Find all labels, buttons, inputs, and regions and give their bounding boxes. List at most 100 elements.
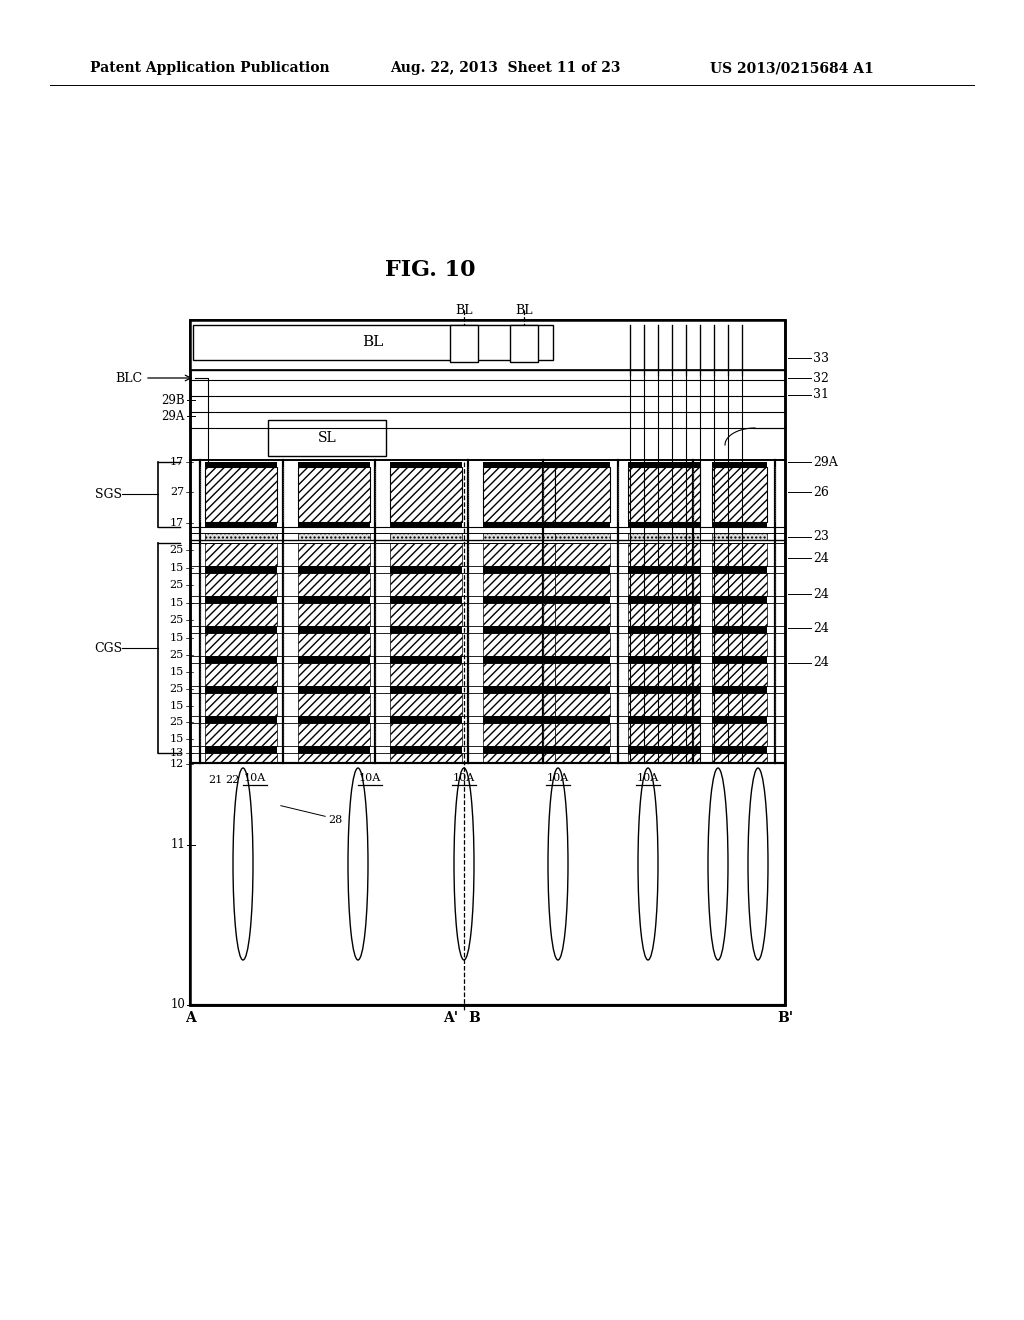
Bar — [390, 723, 462, 746]
Bar — [390, 746, 462, 752]
Bar — [483, 521, 555, 527]
Bar — [298, 752, 370, 763]
Text: BL: BL — [362, 335, 384, 348]
Text: 10A: 10A — [453, 774, 475, 783]
Bar — [390, 462, 462, 467]
Text: 25: 25 — [170, 684, 184, 694]
Bar — [205, 723, 278, 746]
Bar — [712, 752, 767, 763]
Bar — [205, 566, 278, 573]
Bar — [483, 566, 555, 573]
Text: B: B — [468, 1011, 480, 1026]
Bar — [483, 656, 555, 663]
Bar — [298, 686, 370, 693]
Bar — [190, 319, 785, 1005]
Bar — [628, 752, 700, 763]
Bar — [205, 533, 278, 540]
Bar — [298, 467, 370, 521]
Bar — [628, 656, 700, 663]
Text: 33: 33 — [813, 351, 829, 364]
Bar — [628, 634, 700, 656]
Text: 24: 24 — [813, 587, 828, 601]
Bar — [628, 603, 700, 626]
Bar — [628, 715, 700, 723]
Bar — [712, 656, 767, 663]
Text: 29A: 29A — [813, 455, 838, 469]
Text: US 2013/0215684 A1: US 2013/0215684 A1 — [710, 61, 873, 75]
Bar — [205, 752, 278, 763]
Bar — [298, 634, 370, 656]
Bar — [193, 325, 553, 360]
Bar — [298, 597, 370, 603]
Bar — [712, 746, 767, 752]
Bar — [712, 543, 767, 566]
Bar — [555, 626, 610, 634]
Bar — [628, 462, 700, 467]
Text: 25: 25 — [170, 717, 184, 727]
Bar — [390, 603, 462, 626]
Bar — [555, 686, 610, 693]
Text: 25: 25 — [170, 649, 184, 660]
Text: A': A' — [442, 1011, 458, 1026]
Text: 15: 15 — [170, 734, 184, 744]
Bar — [483, 603, 555, 626]
Text: 31: 31 — [813, 388, 829, 401]
Bar — [190, 319, 785, 1005]
Text: FIG. 10: FIG. 10 — [385, 259, 475, 281]
Ellipse shape — [548, 768, 568, 960]
Bar — [555, 663, 610, 686]
Bar — [555, 462, 610, 467]
Text: 29A: 29A — [162, 409, 185, 422]
Text: 25: 25 — [170, 545, 184, 554]
Bar — [205, 467, 278, 521]
Bar — [298, 693, 370, 715]
Bar — [483, 686, 555, 693]
Bar — [298, 746, 370, 752]
Bar — [555, 746, 610, 752]
Text: SL: SL — [317, 432, 336, 445]
Bar — [483, 693, 555, 715]
Bar — [205, 663, 278, 686]
Text: 13: 13 — [170, 748, 184, 758]
Text: 21: 21 — [208, 775, 222, 785]
Bar — [712, 686, 767, 693]
Bar — [205, 626, 278, 634]
Bar — [483, 573, 555, 597]
Text: BL: BL — [456, 304, 473, 317]
Bar — [483, 634, 555, 656]
Text: 24: 24 — [813, 656, 828, 669]
Text: 10A: 10A — [358, 774, 381, 783]
Text: 10A: 10A — [547, 774, 569, 783]
Ellipse shape — [454, 768, 474, 960]
Bar — [190, 319, 785, 370]
Bar — [205, 573, 278, 597]
Bar — [390, 656, 462, 663]
Text: 24: 24 — [813, 622, 828, 635]
Bar — [628, 686, 700, 693]
Bar — [555, 603, 610, 626]
Bar — [712, 663, 767, 686]
Bar — [205, 656, 278, 663]
Ellipse shape — [233, 768, 253, 960]
Bar — [483, 533, 555, 540]
Text: 15: 15 — [170, 564, 184, 573]
Bar — [390, 715, 462, 723]
Bar — [298, 723, 370, 746]
Bar — [628, 521, 700, 527]
Bar — [298, 656, 370, 663]
Bar — [628, 746, 700, 752]
Bar — [483, 752, 555, 763]
Bar — [628, 543, 700, 566]
Bar — [628, 597, 700, 603]
Text: 15: 15 — [170, 598, 184, 609]
Bar — [712, 603, 767, 626]
Text: 23: 23 — [813, 531, 828, 544]
Bar — [628, 533, 700, 540]
Text: BL: BL — [515, 304, 532, 317]
Bar — [205, 597, 278, 603]
Bar — [205, 634, 278, 656]
Bar — [390, 693, 462, 715]
Bar — [390, 597, 462, 603]
Bar — [390, 543, 462, 566]
Bar — [510, 325, 538, 362]
